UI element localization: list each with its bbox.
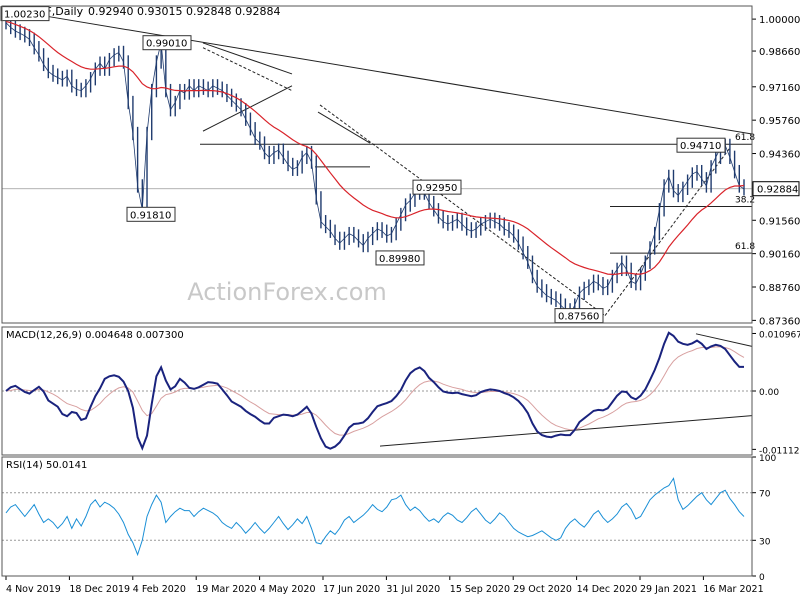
macd-line (5, 331, 744, 451)
price-annotation-label: 0.89980 (379, 254, 420, 265)
price-annotation-label: 0.92950 (416, 183, 457, 194)
x-tick-label: 19 Mar 2020 (196, 584, 256, 595)
price-y-tick-label: 0.91560 (759, 216, 800, 227)
x-tick-label: 31 Jul 2020 (386, 584, 440, 595)
price-annotation-box (0, 6, 50, 22)
x-tick-label: 17 Jun 2020 (323, 584, 380, 595)
last-price-box (752, 181, 800, 197)
price-y-tick-label: 0.87360 (759, 316, 800, 327)
price-annotation-label: 1.00230 (4, 10, 45, 21)
x-tick-label: 4 May 2020 (260, 584, 316, 595)
fib-label: 61.8 (735, 242, 755, 252)
price-y-tick-label: 0.95760 (759, 116, 800, 127)
x-tick-label: 18 Dec 2019 (69, 584, 130, 595)
price-line (5, 22, 745, 316)
price-y-tick-label: 0.88760 (759, 283, 800, 294)
price-annotation-label: 0.94710 (680, 141, 721, 152)
price-y-tick-label: 0.98660 (759, 47, 800, 58)
price-panel-frame (1, 5, 753, 324)
flag-upper (317, 111, 371, 144)
macd-panel-title: MACD(12,26,9) 0.004648 0.007300 (6, 330, 184, 341)
macd-support-trendline (379, 415, 753, 447)
x-tick-label: 14 Dec 2020 (577, 584, 638, 595)
rsi-y-tick-label: 100 (759, 454, 776, 464)
x-tick-label: 16 Mar 2021 (703, 584, 763, 595)
price-y-tick-label: 0.94360 (759, 150, 800, 161)
rsi-panel-frame (1, 456, 753, 577)
macd-y-tick-label: 0.010967 (759, 330, 800, 340)
price-annotation-box (375, 250, 425, 266)
rsi-y-tick-label: 0 (759, 573, 765, 583)
rsi-y-tick-label: 30 (759, 537, 771, 547)
triangle-lower (202, 85, 293, 132)
macd-y-tick-label: -0.011127 (759, 446, 800, 456)
major-trendline (37, 14, 753, 135)
price-annotation-box (676, 137, 726, 153)
price-ohlc-label: 0.92940 0.93015 0.92848 0.92884 (88, 5, 280, 18)
dashed-decline-2 (319, 104, 606, 317)
price-annotation-label: 0.91810 (130, 210, 171, 221)
price-annotation-label: 0.99010 (146, 39, 187, 50)
price-annotation-box (126, 206, 176, 222)
price-y-tick-label: 0.90160 (759, 250, 800, 261)
macd-signal-line (5, 346, 745, 436)
price-y-tick-label: 1.00000 (759, 15, 800, 26)
price-y-tick-label: 0.97160 (759, 83, 800, 94)
rsi-y-tick-label: 70 (759, 490, 771, 500)
fib-label: 61.8 (735, 133, 755, 143)
price-annotation-box (412, 179, 462, 195)
x-tick-label: 4 Feb 2020 (133, 584, 186, 595)
last-price-label: 0.92884 (757, 185, 798, 196)
watermark: ActionForex.com (187, 278, 387, 306)
x-tick-label: 4 Nov 2019 (6, 584, 61, 595)
x-tick-label: 29 Jan 2021 (640, 584, 697, 595)
macd-y-tick-label: 0.00 (759, 388, 779, 398)
price-annotation-box (142, 35, 192, 51)
moving-average-line (5, 20, 745, 276)
macd-panel-frame (1, 326, 753, 456)
fib-label: 38.2 (735, 195, 755, 205)
x-tick-label: 15 Sep 2020 (450, 584, 510, 595)
price-annotation-label: 0.87560 (558, 312, 599, 323)
rsi-line (5, 477, 745, 557)
dashed-decline-1 (202, 47, 293, 92)
x-tick-label: 29 Oct 2020 (513, 584, 572, 595)
macd-resistance-trendline (695, 333, 753, 347)
triangle-upper (202, 42, 293, 75)
rsi-panel-title: RSI(14) 50.0141 (6, 460, 87, 471)
